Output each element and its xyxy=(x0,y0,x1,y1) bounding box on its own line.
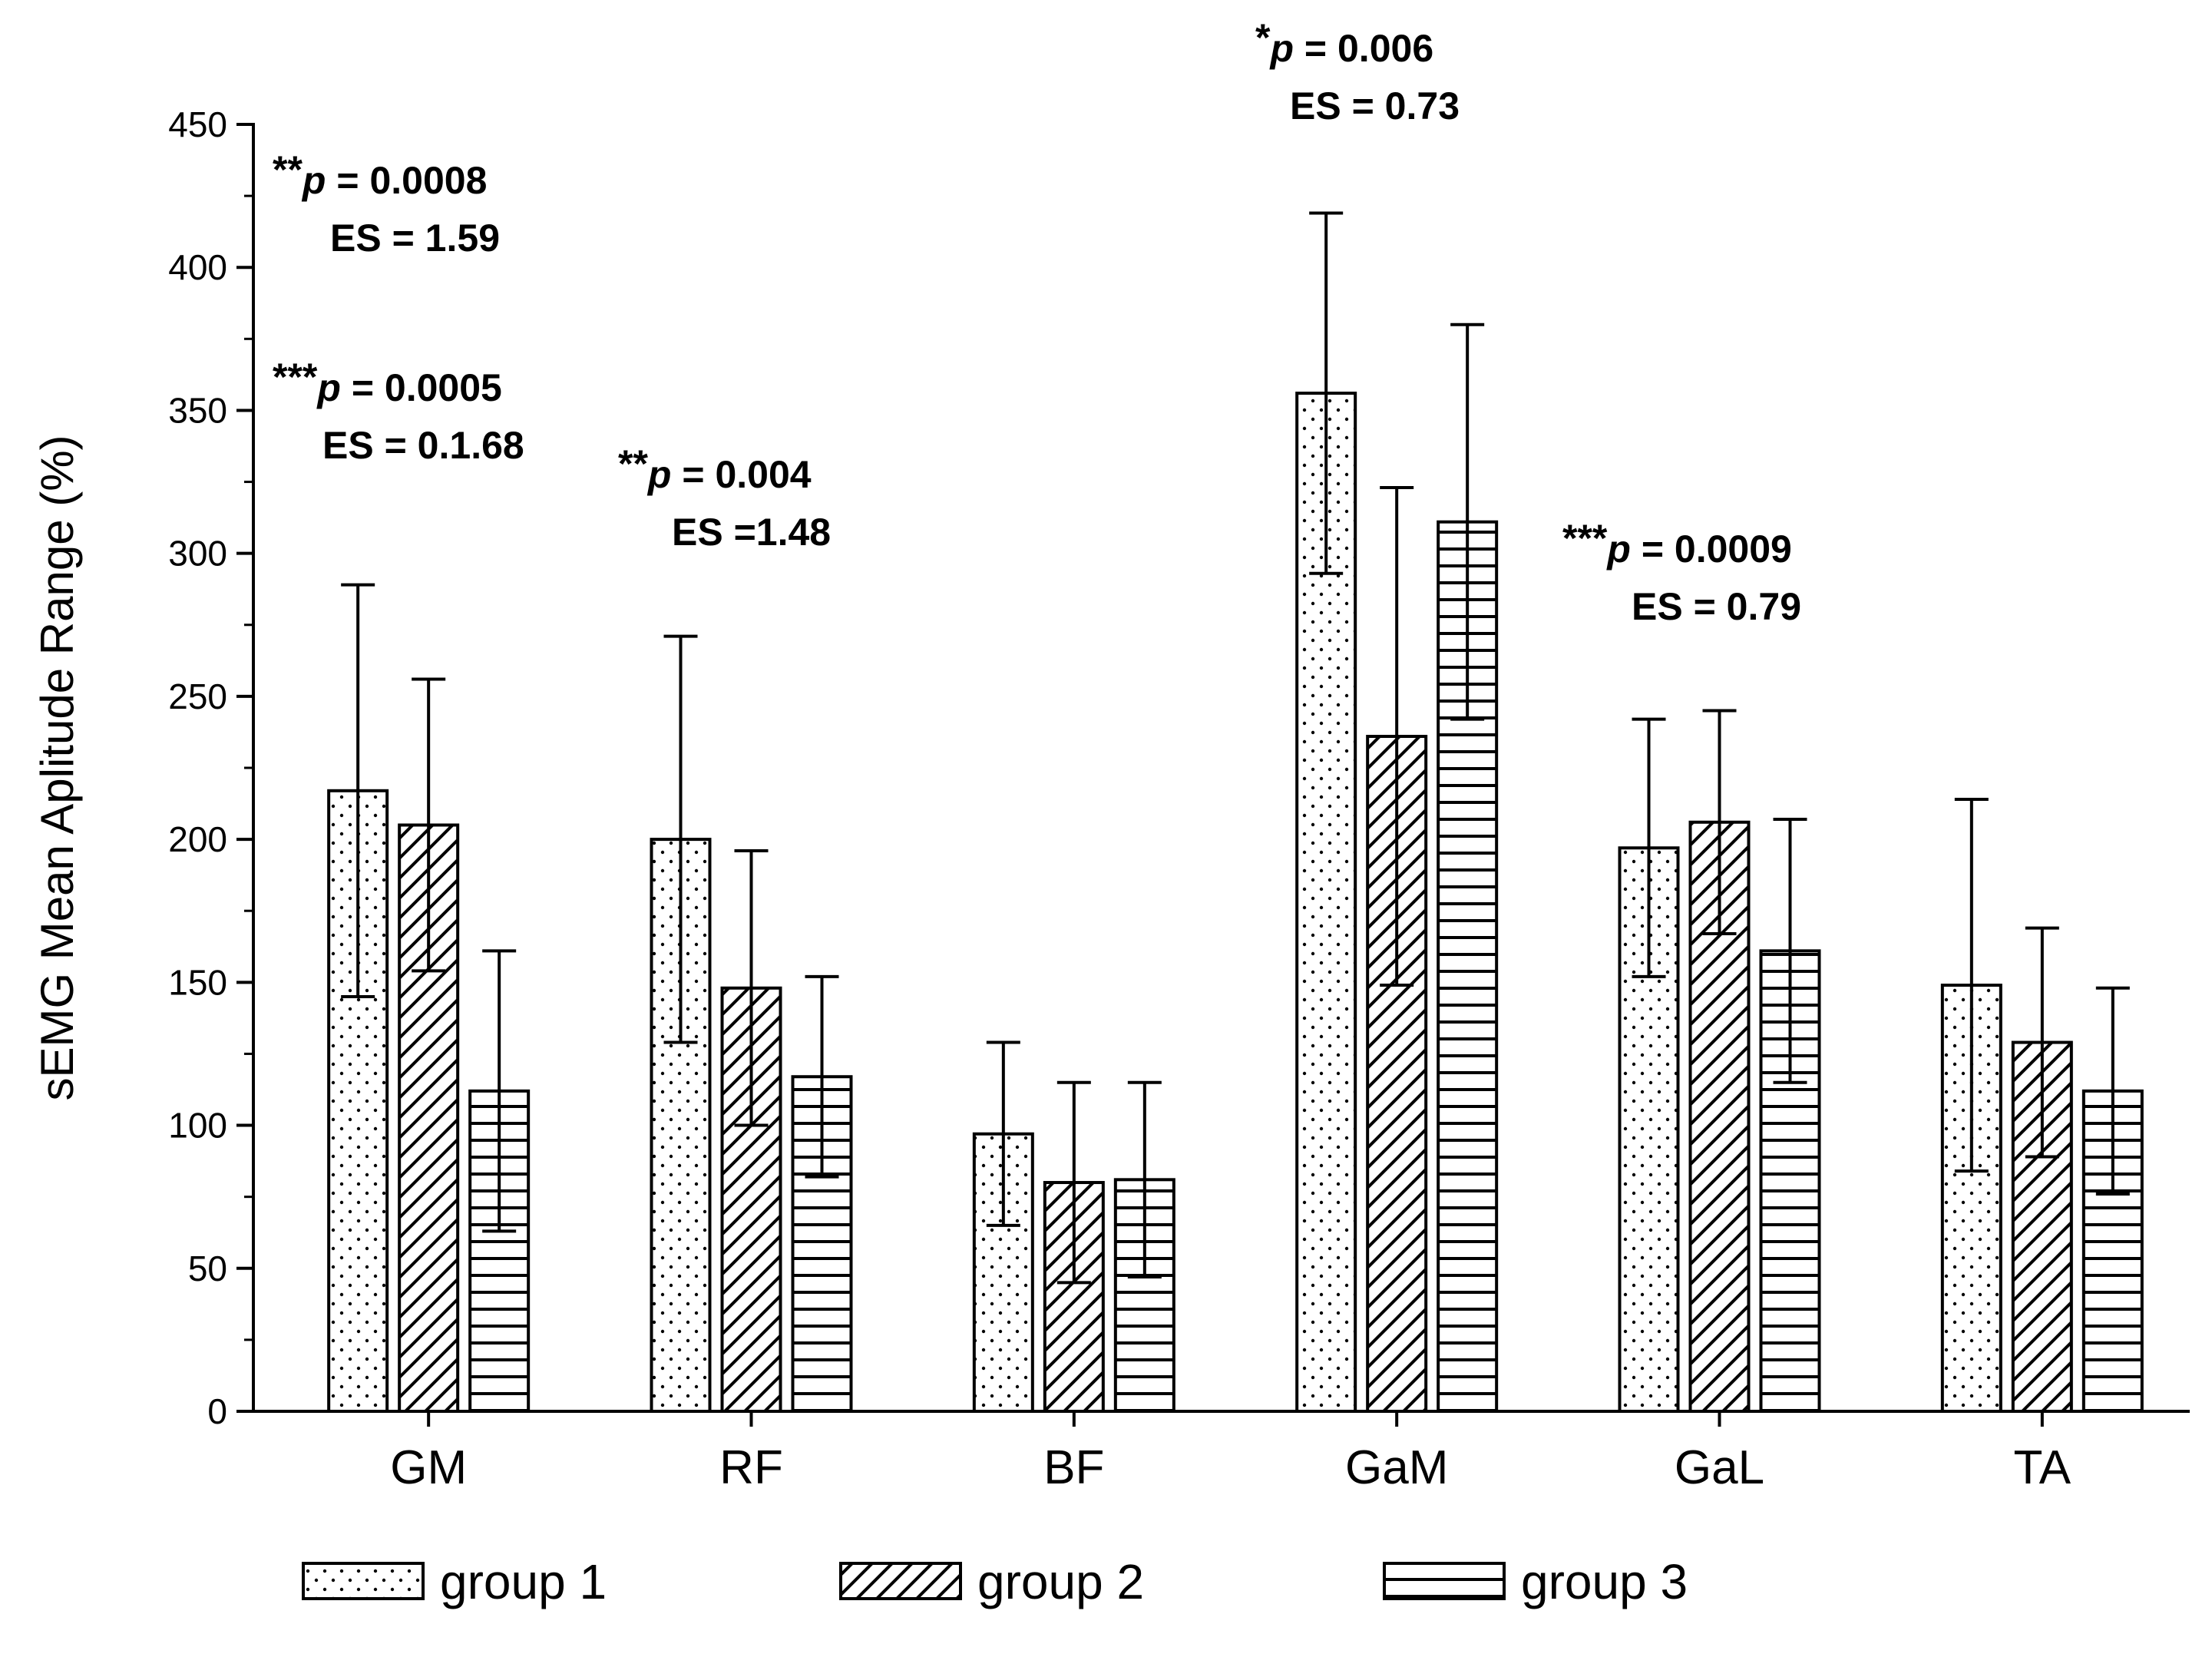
y-tick-label: 200 xyxy=(168,819,227,859)
x-tick-label: GM xyxy=(390,1441,467,1494)
category-labels: GM RF BF GaM GaL TA xyxy=(390,1441,2071,1494)
effect-size-annotation: ES = 0.1.68 xyxy=(322,424,524,467)
legend: group 1 group 2 group 3 xyxy=(302,1554,1688,1609)
p-value-annotation: *p = 0.006 xyxy=(1255,16,1433,70)
y-tick-label: 100 xyxy=(168,1106,227,1146)
y-tick-label: 400 xyxy=(168,247,227,287)
error-bar-group-3-GaM xyxy=(1450,322,1485,721)
legend-swatch-group-2 xyxy=(839,1562,962,1600)
x-tick-label: GaM xyxy=(1345,1441,1448,1494)
error-bar-group-1-GaM xyxy=(1309,211,1344,575)
axes xyxy=(236,123,2190,1427)
error-bar-group-2-GaL xyxy=(1702,709,1737,936)
error-bars xyxy=(341,211,2130,1285)
y-tick-label: 300 xyxy=(168,534,227,574)
error-bar-group-1-RF xyxy=(663,634,698,1044)
y-tick-label: 450 xyxy=(168,104,227,144)
error-bar-group-3-GaL xyxy=(1773,818,1807,1084)
x-tick-label: GaL xyxy=(1675,1441,1764,1494)
error-bar-group-1-GaL xyxy=(1632,717,1666,978)
p-value-annotation: **p = 0.0008 xyxy=(273,148,487,202)
error-bar-group-1-GM xyxy=(341,583,375,998)
error-bar-group-2-GaM xyxy=(1380,486,1414,987)
x-tick-label: RF xyxy=(719,1441,783,1494)
y-tick-label: 50 xyxy=(188,1249,227,1288)
error-bar-group-1-BF xyxy=(986,1040,1020,1227)
legend-swatch-group-3 xyxy=(1383,1562,1506,1600)
effect-size-annotation: ES = 1.59 xyxy=(330,217,500,260)
x-tick-label: BF xyxy=(1043,1441,1104,1494)
error-bar-group-3-TA xyxy=(2095,986,2130,1196)
error-bar-group-2-RF xyxy=(734,849,769,1127)
y-tick-label: 350 xyxy=(168,390,227,430)
effect-size-annotation: ES =1.48 xyxy=(672,511,831,554)
y-tick-label: 250 xyxy=(168,676,227,716)
annotations: **p = 0.0008 ES = 1.59 ***p = 0.0005 ES = 0… xyxy=(273,16,1801,628)
effect-size-annotation: ES = 0.79 xyxy=(1632,585,1801,628)
legend-swatch-group-1 xyxy=(302,1562,425,1600)
error-bar-group-2-TA xyxy=(2025,926,2059,1159)
p-value-annotation: ***p = 0.0009 xyxy=(1562,517,1792,571)
x-tick-label: TA xyxy=(2014,1441,2071,1494)
error-bar-group-3-GM xyxy=(482,949,517,1233)
legend-label: group 3 xyxy=(1521,1554,1688,1609)
error-bar-group-3-BF xyxy=(1127,1080,1162,1278)
error-bar-group-2-GM xyxy=(412,677,446,973)
y-tick-label: 0 xyxy=(207,1391,227,1431)
tick-labels: 0 50 100 150 200 250 300 350 400 450 xyxy=(168,104,227,1431)
effect-size-annotation: ES = 0.73 xyxy=(1290,84,1460,127)
legend-label: group 1 xyxy=(440,1554,607,1609)
legend-label: group 2 xyxy=(977,1554,1144,1609)
y-tick-label: 150 xyxy=(168,962,227,1002)
p-value-annotation: **p = 0.004 xyxy=(618,442,812,496)
p-value-annotation: ***p = 0.0005 xyxy=(273,356,502,409)
error-bar-group-3-RF xyxy=(805,974,839,1179)
error-bar-group-2-BF xyxy=(1056,1080,1091,1285)
bar-group-3-GaM xyxy=(1437,520,1499,1413)
error-bar-group-1-TA xyxy=(1954,797,1989,1173)
y-axis-title: sEMG Mean Aplitude Range (%) xyxy=(31,435,83,1100)
bars xyxy=(327,392,2144,1414)
